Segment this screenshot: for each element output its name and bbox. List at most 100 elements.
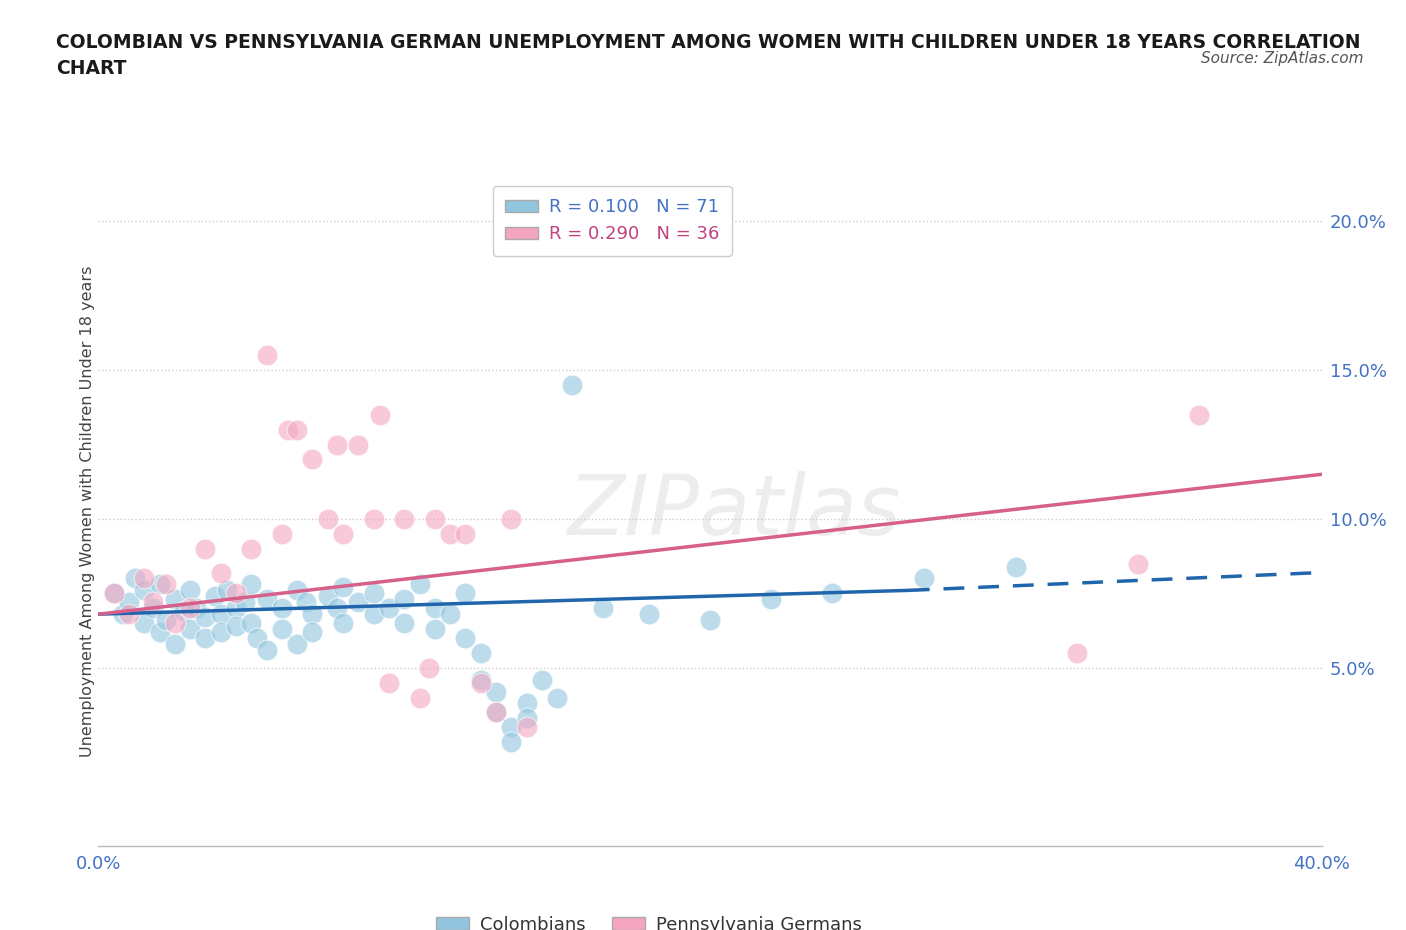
Point	[225, 601, 247, 616]
Point	[194, 610, 217, 625]
Point	[163, 636, 186, 651]
Point	[256, 348, 278, 363]
Point	[246, 631, 269, 645]
Point	[1066, 645, 1088, 660]
Point	[439, 526, 461, 541]
Point	[225, 618, 247, 633]
Point	[256, 591, 278, 606]
Point	[326, 437, 349, 452]
Point	[516, 720, 538, 735]
Point	[454, 526, 477, 541]
Point	[134, 616, 156, 631]
Point	[516, 696, 538, 711]
Point	[392, 591, 416, 606]
Point	[194, 541, 217, 556]
Point	[332, 580, 354, 595]
Point	[470, 672, 492, 687]
Point	[215, 583, 238, 598]
Point	[363, 606, 385, 621]
Point	[759, 591, 782, 606]
Point	[1188, 407, 1211, 422]
Point	[179, 621, 201, 636]
Point	[233, 595, 256, 610]
Point	[103, 586, 125, 601]
Point	[439, 606, 461, 621]
Point	[179, 601, 201, 616]
Point	[363, 512, 385, 526]
Point	[378, 601, 401, 616]
Point	[111, 606, 134, 621]
Point	[186, 601, 208, 616]
Point	[316, 589, 339, 604]
Point	[501, 735, 523, 750]
Point	[103, 586, 125, 601]
Point	[821, 586, 844, 601]
Point	[270, 601, 292, 616]
Point	[285, 422, 308, 437]
Point	[270, 621, 292, 636]
Point	[454, 586, 477, 601]
Point	[368, 407, 391, 422]
Point	[209, 606, 232, 621]
Point	[270, 526, 292, 541]
Point	[530, 672, 553, 687]
Point	[149, 625, 172, 640]
Point	[118, 606, 141, 621]
Point	[240, 616, 263, 631]
Point	[501, 720, 523, 735]
Point	[485, 705, 508, 720]
Point	[423, 601, 446, 616]
Point	[209, 565, 232, 580]
Point	[699, 613, 721, 628]
Point	[378, 675, 401, 690]
Point	[301, 625, 323, 640]
Point	[301, 606, 323, 621]
Point	[173, 604, 195, 618]
Point	[194, 631, 217, 645]
Point	[392, 616, 416, 631]
Point	[332, 616, 354, 631]
Point	[912, 571, 935, 586]
Point	[418, 660, 440, 675]
Point	[209, 625, 232, 640]
Point	[1004, 559, 1026, 574]
Point	[142, 601, 165, 616]
Point	[155, 577, 177, 591]
Text: Source: ZipAtlas.com: Source: ZipAtlas.com	[1201, 51, 1364, 66]
Point	[134, 571, 156, 586]
Point	[149, 577, 172, 591]
Point	[408, 577, 430, 591]
Point	[485, 684, 508, 699]
Point	[163, 616, 186, 631]
Point	[347, 437, 370, 452]
Text: COLOMBIAN VS PENNSYLVANIA GERMAN UNEMPLOYMENT AMONG WOMEN WITH CHILDREN UNDER 18: COLOMBIAN VS PENNSYLVANIA GERMAN UNEMPLO…	[56, 33, 1361, 78]
Point	[546, 690, 568, 705]
Point	[285, 583, 308, 598]
Point	[423, 512, 446, 526]
Text: ZIPatlas: ZIPatlas	[568, 471, 901, 552]
Point	[363, 586, 385, 601]
Point	[501, 512, 523, 526]
Point	[561, 378, 583, 392]
Y-axis label: Unemployment Among Women with Children Under 18 years: Unemployment Among Women with Children U…	[80, 266, 94, 757]
Point	[316, 512, 339, 526]
Point	[326, 601, 349, 616]
Point	[392, 512, 416, 526]
Point	[179, 583, 201, 598]
Point	[118, 595, 141, 610]
Point	[592, 601, 614, 616]
Point	[408, 690, 430, 705]
Point	[470, 675, 492, 690]
Point	[124, 571, 146, 586]
Point	[637, 606, 661, 621]
Point	[332, 526, 354, 541]
Point	[204, 589, 226, 604]
Point	[470, 645, 492, 660]
Point	[240, 577, 263, 591]
Point	[256, 643, 278, 658]
Point	[516, 711, 538, 725]
Point	[240, 541, 263, 556]
Point	[155, 613, 177, 628]
Point	[454, 631, 477, 645]
Point	[295, 595, 318, 610]
